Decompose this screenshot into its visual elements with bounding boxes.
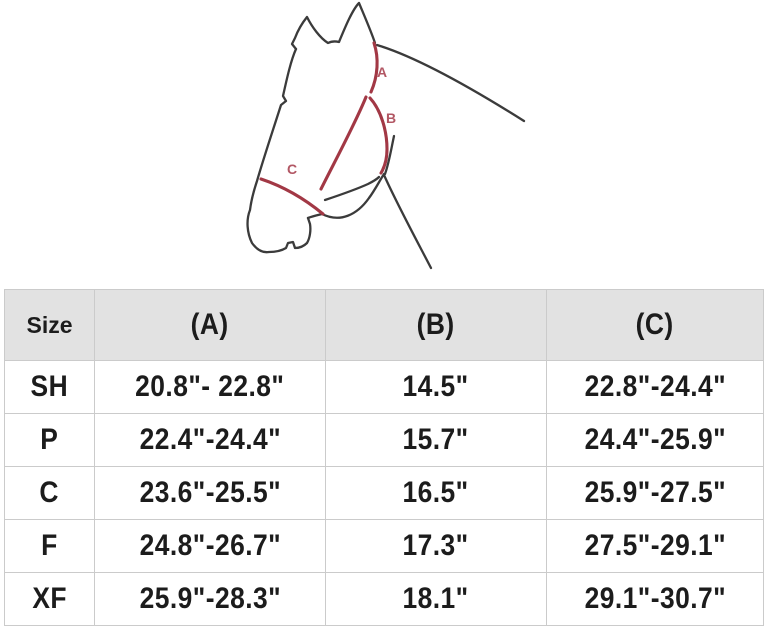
column-header-b-label: (B): [417, 308, 455, 341]
halter-cheek-strap: [319, 95, 368, 191]
column-header-a: (A): [94, 289, 326, 361]
measurement-c-value: 29.1"-30.7": [584, 582, 726, 615]
measurement-a-cell: 25.9"-28.3": [94, 572, 326, 626]
measurement-b-cell: 17.3": [325, 519, 547, 573]
size-value: P: [40, 423, 59, 456]
measurement-c-cell: 25.9"-27.5": [546, 466, 764, 520]
size-value: C: [39, 476, 60, 509]
column-header-a-label: (A): [191, 308, 229, 341]
measurement-c-value: 27.5"-29.1": [584, 529, 726, 562]
column-header-c: (C): [546, 289, 764, 361]
measurement-b-cell: 16.5": [325, 466, 547, 520]
measurement-a-cell: 20.8"- 22.8": [94, 360, 326, 414]
measurement-a-value: 23.6"-25.5": [139, 476, 281, 509]
size-value: SH: [30, 370, 69, 403]
measurement-label-c: C: [287, 161, 297, 177]
measurement-a-value: 22.4"-24.4": [139, 423, 281, 456]
horse-halter-diagram: A B C: [0, 0, 767, 290]
horse-head-illustration: A B C: [246, 1, 526, 270]
table-row-c: C 23.6"-25.5" 16.5" 25.9"-27.5": [4, 466, 764, 520]
column-header-size: Size: [4, 289, 95, 361]
table-row-sh: SH 20.8"- 22.8" 14.5" 22.8"-24.4": [4, 360, 764, 414]
table-row-xf: XF 25.9"-28.3" 18.1" 29.1"-30.7": [4, 572, 764, 626]
measurement-b-value: 16.5": [402, 476, 470, 509]
measurement-a-value: 25.9"-28.3": [139, 582, 281, 615]
table-row-f: F 24.8"-26.7" 17.3" 27.5"-29.1": [4, 519, 764, 573]
measurement-c-value: 25.9"-27.5": [584, 476, 726, 509]
halter-noseband-c: [259, 177, 325, 216]
measurement-b-value: 17.3": [402, 529, 470, 562]
measurement-a-value: 24.8"-26.7": [139, 529, 281, 562]
size-cell: P: [4, 413, 95, 467]
measurement-a-value: 20.8"- 22.8": [135, 370, 285, 403]
horse-mouth-line: [323, 175, 381, 202]
measurement-c-cell: 24.4"-25.9": [546, 413, 764, 467]
size-chart-table: Size (A) (B) (C) SH 20.8"- 22.8" 14.5" 2…: [4, 289, 764, 626]
table-row-p: P 22.4"-24.4" 15.7" 24.4"-25.9": [4, 413, 764, 467]
measurement-c-cell: 27.5"-29.1": [546, 519, 764, 573]
measurement-c-value: 22.8"-24.4": [584, 370, 726, 403]
horse-ears-outline: [290, 1, 377, 51]
measurement-b-value: 15.7": [402, 423, 470, 456]
column-header-b: (B): [325, 289, 547, 361]
measurement-a-cell: 22.4"-24.4": [94, 413, 326, 467]
halter-throat-strap-b: [368, 96, 389, 175]
size-cell: F: [4, 519, 95, 573]
horse-neck-top-line: [375, 43, 526, 123]
measurement-b-cell: 14.5": [325, 360, 547, 414]
measurement-b-value: 14.5": [402, 370, 470, 403]
measurement-b-cell: 18.1": [325, 572, 547, 626]
measurement-c-value: 24.4"-25.9": [584, 423, 726, 456]
horse-neck-front-line: [382, 173, 433, 270]
size-value: F: [41, 529, 58, 562]
measurement-b-cell: 15.7": [325, 413, 547, 467]
column-header-c-label: (C): [636, 308, 674, 341]
measurement-a-cell: 24.8"-26.7": [94, 519, 326, 573]
halter-crown-strap-a: [369, 41, 379, 94]
horse-cheek-arc: [383, 134, 396, 176]
size-cell: SH: [4, 360, 95, 414]
column-header-size-label: Size: [26, 311, 73, 338]
measurement-label-b: B: [386, 110, 396, 126]
measurement-c-cell: 29.1"-30.7": [546, 572, 764, 626]
size-cell: XF: [4, 572, 95, 626]
size-cell: C: [4, 466, 95, 520]
measurement-a-cell: 23.6"-25.5": [94, 466, 326, 520]
measurement-c-cell: 22.8"-24.4": [546, 360, 764, 414]
horse-face-profile-outline: [246, 47, 312, 254]
size-value: XF: [32, 582, 67, 615]
horse-jowl-line: [306, 172, 386, 220]
measurement-b-value: 18.1": [402, 582, 470, 615]
measurement-label-a: A: [377, 64, 387, 80]
table-header-row: Size (A) (B) (C): [4, 289, 764, 361]
